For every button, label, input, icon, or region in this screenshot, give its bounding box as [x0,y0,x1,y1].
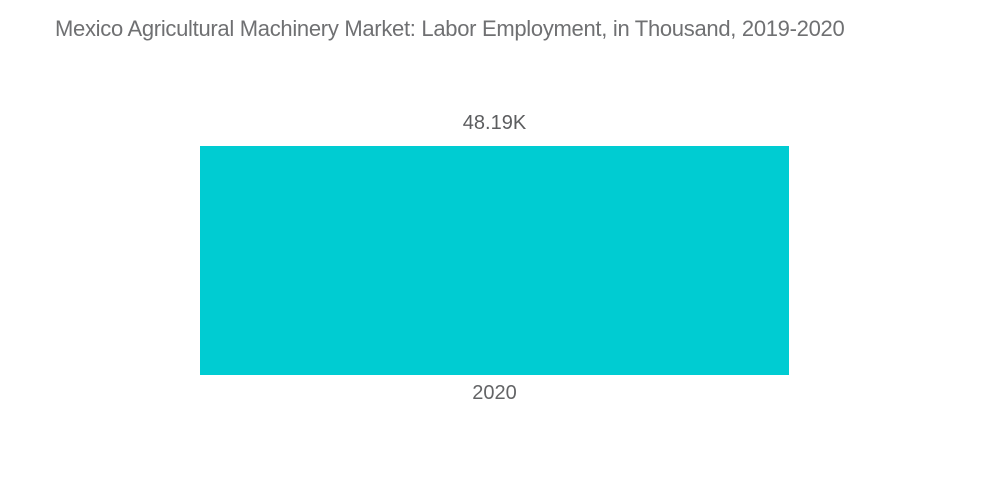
plot-area [200,146,789,375]
x-axis-label-2020: 2020 [472,382,517,404]
bar-value-label: 48.19K [462,112,527,134]
bar-2020 [200,146,789,375]
chart-title: Mexico Agricultural Machinery Market: La… [55,16,845,41]
